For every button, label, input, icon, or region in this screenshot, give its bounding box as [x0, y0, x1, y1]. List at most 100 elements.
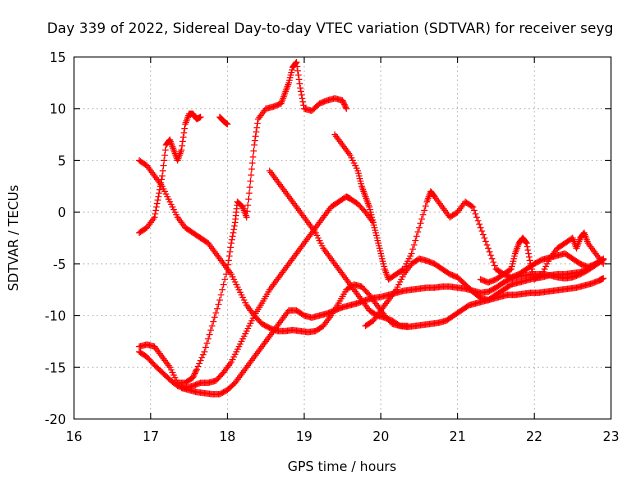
data-point-marker [205, 335, 212, 343]
data-point-marker [482, 238, 489, 245]
y-tick-label: 0 [58, 206, 66, 221]
data-point-marker [418, 215, 425, 223]
data-point-marker [151, 210, 159, 218]
data-point-marker [253, 124, 261, 131]
data-point-marker [153, 200, 161, 207]
data-point-marker [339, 97, 346, 104]
data-point-marker [190, 373, 197, 380]
data-point-marker [300, 102, 307, 109]
data-point-marker [202, 344, 209, 351]
data-point-marker [178, 146, 185, 154]
data-point-marker [342, 104, 349, 111]
data-point-marker [340, 99, 347, 107]
data-point-marker [180, 133, 187, 141]
data-point-marker [252, 133, 259, 140]
data-point-marker [523, 239, 530, 247]
data-point-marker [298, 91, 305, 99]
data-point-marker [417, 220, 424, 227]
data-point-marker [247, 171, 255, 179]
data-point-marker [203, 339, 211, 347]
data-point-marker [491, 262, 498, 269]
data-point-marker [412, 237, 419, 244]
data-point-marker [488, 255, 496, 262]
data-point-marker [152, 207, 160, 214]
data-point-marker [249, 153, 257, 161]
data-point-marker [248, 165, 255, 173]
data-point-marker [422, 202, 429, 210]
data-point-marker [192, 368, 199, 376]
data-point-marker [230, 226, 238, 233]
data-point-marker [483, 241, 491, 249]
data-point-marker [194, 363, 202, 370]
data-point-marker [410, 241, 418, 249]
data-point-marker [297, 88, 305, 95]
y-tick-label: -20 [45, 413, 66, 428]
data-point-marker [486, 248, 493, 255]
data-point-marker [227, 244, 234, 251]
data-point-marker [207, 327, 215, 334]
data-point-marker [198, 354, 206, 361]
data-point-marker [490, 258, 497, 266]
data-point-marker [506, 266, 514, 274]
data-point-marker [226, 252, 233, 260]
data-point-marker [413, 233, 420, 240]
data-point-marker [485, 245, 492, 252]
y-tick-labels: -20 -15 -10 -5 0 5 10 15 [45, 51, 66, 428]
data-point-marker [197, 357, 204, 364]
data-point-marker [297, 84, 304, 92]
series-track-f [266, 167, 411, 330]
data-point-marker [181, 125, 188, 132]
data-point-marker [296, 80, 303, 87]
data-point-marker [179, 138, 186, 145]
data-point-marker [161, 152, 168, 159]
data-point-marker [244, 202, 252, 209]
data-point-marker [156, 186, 163, 193]
data-point-marker [600, 255, 607, 262]
data-point-marker [154, 196, 161, 204]
data-point-marker [159, 167, 167, 174]
data-point-marker [245, 189, 253, 197]
data-point-marker [155, 193, 162, 200]
series-track-a [136, 110, 204, 237]
data-point-marker [229, 233, 236, 240]
data-point-marker [598, 256, 606, 263]
data-point-marker [343, 105, 350, 112]
series-track-c [331, 131, 607, 283]
x-tick-label: 18 [219, 430, 236, 445]
data-point-marker [160, 157, 168, 164]
x-tick-label: 22 [526, 430, 543, 445]
data-point-marker [243, 214, 250, 221]
data-point-marker [294, 67, 301, 74]
plot-frame [73, 56, 612, 420]
data-point-marker [299, 95, 306, 102]
data-point-marker [245, 196, 252, 203]
data-point-marker [469, 203, 477, 211]
data-point-marker [228, 236, 236, 243]
x-tick-label: 16 [66, 430, 83, 445]
data-point-marker [206, 331, 213, 338]
series-track-e [136, 193, 377, 392]
data-point-marker [199, 351, 207, 358]
data-point-marker [219, 286, 226, 293]
data-point-marker [341, 102, 349, 110]
data-point-marker [190, 371, 198, 379]
data-point-marker [487, 252, 495, 259]
data-point-marker [162, 146, 169, 154]
data-point-marker [526, 257, 534, 264]
data-point-marker [193, 366, 200, 373]
data-point-marker [293, 58, 300, 66]
data-point-marker [201, 348, 208, 355]
data-point-marker [197, 113, 204, 121]
data-point-marker [231, 222, 238, 230]
data-point-marker [254, 120, 261, 127]
data-point-marker [295, 71, 302, 79]
data-point-marker [473, 214, 480, 221]
data-point-marker [295, 76, 303, 83]
data-point-marker [178, 142, 186, 149]
y-tick-label: -5 [53, 258, 66, 273]
data-point-marker [369, 219, 377, 226]
data-point-marker [249, 159, 256, 167]
data-point-marker [416, 224, 423, 231]
data-point-marker [421, 207, 428, 214]
